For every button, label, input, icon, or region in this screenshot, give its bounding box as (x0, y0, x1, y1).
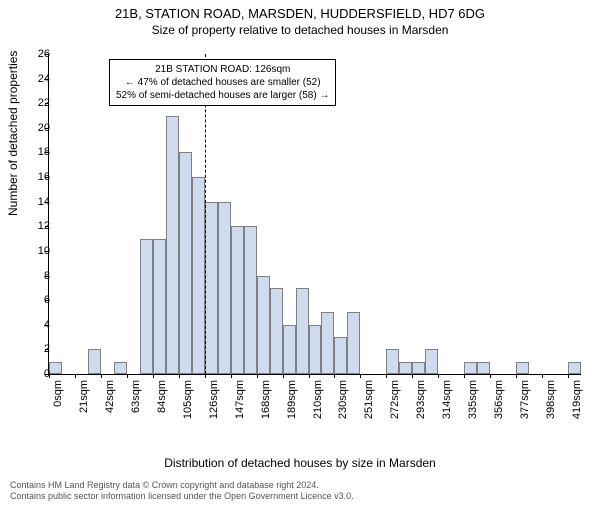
histogram-bar (334, 337, 347, 374)
y-tick-label: 22 (20, 97, 50, 109)
histogram-bar (425, 349, 438, 374)
chart-subtitle: Size of property relative to detached ho… (0, 23, 600, 37)
histogram-bar (140, 239, 153, 374)
y-tick-label: 0 (20, 368, 50, 380)
x-tick-mark (75, 374, 76, 378)
credits: Contains HM Land Registry data © Crown c… (10, 480, 354, 502)
histogram-bar (153, 239, 166, 374)
y-tick-label: 2 (20, 343, 50, 355)
histogram-bar (270, 288, 283, 374)
x-tick-mark (490, 374, 491, 378)
x-tick-label: 314sqm (441, 380, 453, 419)
x-tick-mark (309, 374, 310, 378)
x-tick-mark (334, 374, 335, 378)
x-tick-mark (153, 374, 154, 378)
x-tick-label: 272sqm (389, 380, 401, 419)
x-tick-label: 230sqm (337, 380, 349, 419)
annotation-line2: ← 47% of detached houses are smaller (52… (116, 76, 329, 89)
x-tick-mark (542, 374, 543, 378)
y-tick-label: 4 (20, 319, 50, 331)
chart-title: 21B, STATION ROAD, MARSDEN, HUDDERSFIELD… (0, 6, 600, 21)
x-tick-label: 0sqm (52, 380, 64, 407)
histogram-bar (321, 312, 334, 374)
chart-container: 21B, STATION ROAD, MARSDEN, HUDDERSFIELD… (0, 6, 600, 506)
histogram-bar (477, 362, 490, 374)
histogram-bar (399, 362, 412, 374)
y-tick-label: 26 (20, 48, 50, 60)
x-tick-label: 356sqm (493, 380, 505, 419)
histogram-bar (218, 202, 231, 374)
x-tick-mark (127, 374, 128, 378)
x-tick-label: 168sqm (260, 380, 272, 419)
annotation-line1: 21B STATION ROAD: 126sqm (116, 63, 329, 76)
y-tick-label: 14 (20, 196, 50, 208)
histogram-bar (568, 362, 581, 374)
x-tick-label: 147sqm (234, 380, 246, 419)
histogram-bar (464, 362, 477, 374)
annotation-box: 21B STATION ROAD: 126sqm← 47% of detache… (109, 59, 336, 106)
x-tick-mark (101, 374, 102, 378)
x-tick-label: 126sqm (208, 380, 220, 419)
histogram-bar (205, 202, 218, 374)
x-tick-label: 105sqm (182, 380, 194, 419)
x-tick-label: 398sqm (545, 380, 557, 419)
credits-line1: Contains HM Land Registry data © Crown c… (10, 480, 354, 491)
x-tick-mark (283, 374, 284, 378)
y-tick-label: 10 (20, 245, 50, 257)
x-tick-label: 21sqm (78, 380, 90, 413)
y-tick-label: 18 (20, 146, 50, 158)
histogram-bar (296, 288, 309, 374)
histogram-bar (309, 325, 322, 374)
histogram-bar (192, 177, 205, 374)
x-tick-mark (464, 374, 465, 378)
x-tick-mark (438, 374, 439, 378)
x-tick-mark (257, 374, 258, 378)
x-axis-label: Distribution of detached houses by size … (0, 456, 600, 470)
x-tick-label: 42sqm (104, 380, 116, 413)
y-axis-label: Number of detached properties (6, 51, 20, 216)
x-tick-mark (179, 374, 180, 378)
y-tick-label: 12 (20, 220, 50, 232)
histogram-bar (283, 325, 296, 374)
histogram-bar (257, 276, 270, 374)
chart-area: 21B STATION ROAD: 126sqm← 47% of detache… (48, 54, 580, 414)
x-tick-label: 377sqm (519, 380, 531, 419)
x-tick-mark (386, 374, 387, 378)
histogram-bar (166, 116, 179, 374)
y-tick-label: 6 (20, 294, 50, 306)
y-tick-label: 8 (20, 270, 50, 282)
histogram-bar (88, 349, 101, 374)
histogram-bar (347, 312, 360, 374)
x-tick-mark (231, 374, 232, 378)
x-tick-label: 84sqm (156, 380, 168, 413)
x-tick-mark (568, 374, 569, 378)
plot-area: 21B STATION ROAD: 126sqm← 47% of detache… (48, 54, 581, 375)
histogram-bar (49, 362, 62, 374)
credits-line2: Contains public sector information licen… (10, 491, 354, 502)
x-tick-label: 210sqm (312, 380, 324, 419)
x-tick-label: 63sqm (130, 380, 142, 413)
x-tick-mark (412, 374, 413, 378)
histogram-bar (412, 362, 425, 374)
x-tick-mark (516, 374, 517, 378)
y-tick-label: 24 (20, 73, 50, 85)
annotation-line3: 52% of semi-detached houses are larger (… (116, 89, 329, 102)
y-tick-label: 16 (20, 171, 50, 183)
x-tick-label: 293sqm (415, 380, 427, 419)
x-tick-label: 419sqm (571, 380, 583, 419)
x-tick-label: 251sqm (363, 380, 375, 419)
histogram-bar (231, 226, 244, 374)
histogram-bar (386, 349, 399, 374)
histogram-bar (179, 152, 192, 374)
x-tick-label: 189sqm (286, 380, 298, 419)
histogram-bar (114, 362, 127, 374)
x-tick-mark (360, 374, 361, 378)
histogram-bar (516, 362, 529, 374)
x-tick-label: 335sqm (467, 380, 479, 419)
x-tick-mark (205, 374, 206, 378)
histogram-bar (244, 226, 257, 374)
y-tick-label: 20 (20, 122, 50, 134)
